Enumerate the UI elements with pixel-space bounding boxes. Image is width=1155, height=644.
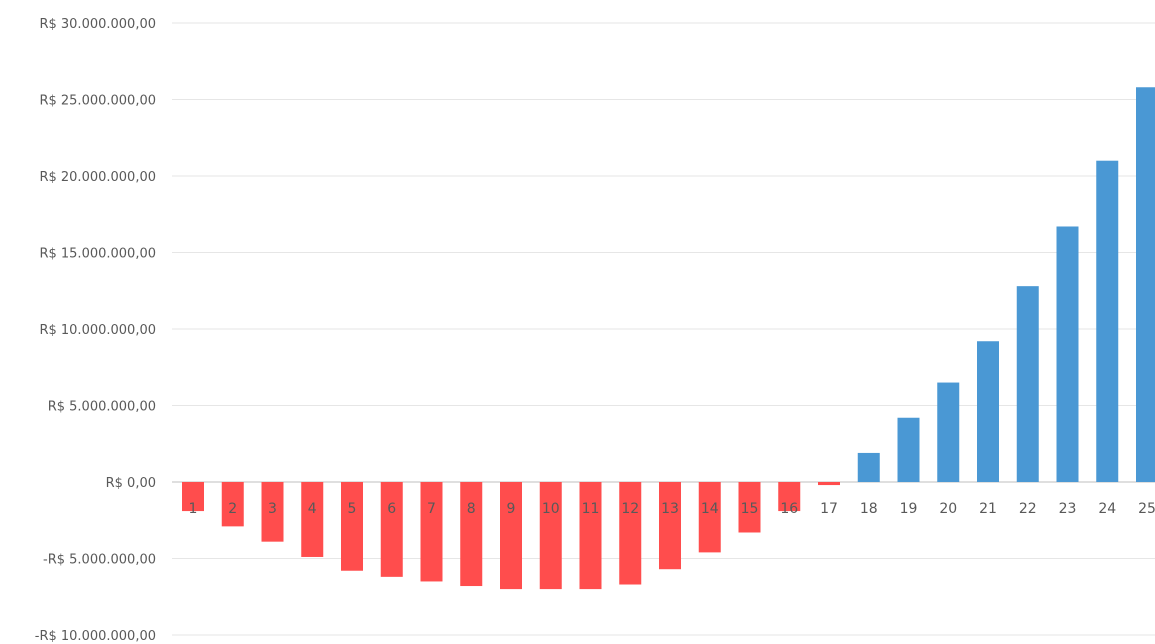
bar-2	[221, 482, 244, 527]
x-tick-label: 22	[1019, 501, 1037, 517]
x-tick-label: 2	[228, 501, 237, 517]
x-tick-label: 8	[467, 501, 476, 517]
x-tick-label: 11	[582, 501, 600, 517]
bar-24	[1096, 160, 1119, 482]
x-tick-label: 25	[1138, 501, 1155, 517]
x-tick-label: 12	[621, 501, 639, 517]
x-tick-label: 18	[860, 501, 878, 517]
x-tick-label: 6	[387, 501, 396, 517]
bar-4	[301, 482, 324, 557]
bar-12	[619, 482, 642, 585]
y-axis-tick-labels: R$ 30.000.000,00 R$ 25.000.000,00 R$ 20.00…	[35, 17, 156, 644]
bar-9	[500, 482, 522, 590]
x-tick-label: 17	[820, 501, 838, 517]
bar-18	[857, 452, 880, 482]
gridlines	[172, 22, 1155, 636]
bar-6	[380, 482, 403, 577]
bar-5	[341, 482, 363, 571]
x-tick-label: 14	[701, 501, 719, 517]
bar-13	[659, 482, 681, 570]
bar-16	[778, 482, 801, 512]
x-tick-label: 20	[939, 501, 957, 517]
bar-22	[1016, 286, 1039, 482]
y-tick-label: R$ 15.000.000,00	[39, 247, 156, 262]
bar-25	[1136, 87, 1155, 482]
x-tick-label: 19	[900, 501, 918, 517]
x-tick-label: 1	[189, 501, 198, 517]
bar-21	[977, 341, 999, 482]
y-tick-label: R$ 20.000.000,00	[39, 170, 156, 185]
bar-11	[579, 482, 602, 590]
x-tick-label: 13	[661, 501, 679, 517]
bar-15	[738, 482, 761, 533]
y-tick-label: R$ 0,00	[106, 476, 156, 491]
bar-1	[182, 482, 204, 512]
x-tick-label: 24	[1098, 501, 1116, 517]
y-tick-label: -R$ 5.000.000,00	[43, 553, 156, 568]
y-tick-label: R$ 30.000.000,00	[39, 17, 156, 32]
bar-20	[937, 382, 960, 482]
bar-14	[698, 482, 721, 553]
x-tick-label: 21	[979, 501, 997, 517]
x-tick-label: 7	[427, 501, 436, 517]
bar-19	[897, 417, 920, 482]
x-tick-label: 15	[741, 501, 759, 517]
bar-17	[818, 482, 840, 486]
x-axis-tick-labels: 1 2 3 4 5 6 7 8 9 10 11 12 13 14 15 16 17 18 19 20 21 22 23 24 2…	[189, 501, 1155, 517]
y-tick-label: R$ 25.000.000,00	[39, 94, 156, 109]
y-tick-label: -R$ 10.000.000,00	[35, 629, 156, 644]
bar-23	[1056, 226, 1079, 482]
x-tick-label: 4	[308, 501, 317, 517]
x-tick-label: 5	[348, 501, 357, 517]
bar-7	[420, 482, 443, 582]
x-tick-label: 3	[268, 501, 277, 517]
y-tick-label: R$ 5.000.000,00	[48, 400, 156, 415]
y-tick-label: R$ 10.000.000,00	[39, 323, 156, 338]
x-tick-label: 9	[507, 501, 516, 517]
bar-8	[460, 482, 483, 587]
bar-3	[261, 482, 284, 542]
x-tick-label: 10	[542, 501, 560, 517]
bar-10	[539, 482, 562, 590]
x-tick-label: 16	[780, 501, 798, 517]
x-tick-label: 23	[1059, 501, 1077, 517]
bars	[182, 87, 1155, 590]
